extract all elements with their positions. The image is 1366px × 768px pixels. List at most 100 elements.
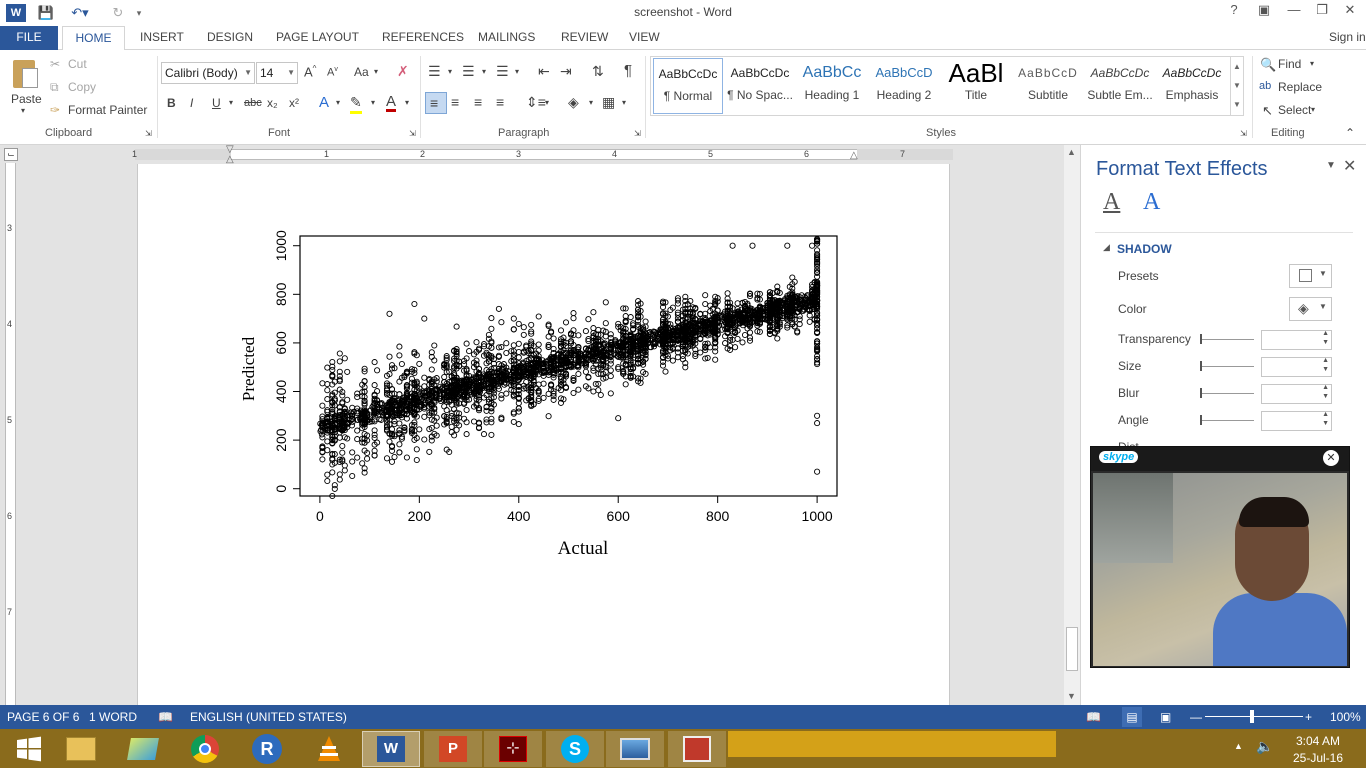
style-emphasis[interactable]: AaBbCcDc Emphasis [1162,66,1222,102]
underline-dropdown-icon[interactable]: ▾ [229,98,234,107]
scroll-up-icon[interactable]: ▲ [1067,147,1076,157]
angle-slider[interactable] [1200,415,1254,425]
grow-font-icon[interactable]: A^ [304,64,317,80]
highlight-icon[interactable]: ✎ [350,94,362,114]
angle-spinner[interactable]: ▲ ▼ [1261,411,1332,431]
tab-references[interactable]: REFERENCES [382,30,465,44]
language-indicator[interactable]: ENGLISH (UNITED STATES) [190,710,347,724]
sort-icon[interactable]: ⇅ [592,63,604,79]
print-layout-icon[interactable]: ▤ [1122,707,1142,727]
left-indent-marker[interactable]: △ [226,154,234,165]
folder-icon[interactable] [114,731,172,767]
clear-formatting-icon[interactable]: ✗ [397,63,409,79]
tab-design[interactable]: DESIGN [207,30,254,44]
word-count[interactable]: 1 WORD [89,710,137,724]
scroll-down-icon[interactable]: ▼ [1067,691,1076,701]
numbering-icon[interactable]: ☰ [462,63,475,79]
font-launcher-icon[interactable]: ⇲ [409,129,416,138]
change-case-button[interactable]: Aa [354,65,369,79]
tab-review[interactable]: REVIEW [561,30,609,44]
find-button[interactable]: Find [1278,57,1302,71]
paste-button[interactable]: Paste [11,92,42,106]
style-title[interactable]: AaBl Title [948,58,1004,102]
decrease-indent-icon[interactable]: ⇤ [538,63,550,79]
styles-launcher-icon[interactable]: ⇲ [1240,129,1247,138]
photos-icon[interactable] [606,731,664,767]
r-icon[interactable]: R [238,731,296,767]
select-dropdown-icon[interactable]: ▾ [1311,105,1316,114]
styles-scroll[interactable]: ▲ ▼ ▼ [1230,57,1243,115]
text-effects-icon[interactable]: A [319,94,330,111]
shading-icon[interactable]: ◈ [568,94,579,110]
skype-video-window[interactable]: skype ✕ [1090,446,1350,668]
transparency-slider[interactable] [1200,334,1254,344]
tab-insert[interactable]: INSERT [140,30,184,44]
chrome-icon[interactable] [176,731,234,767]
skype-taskbar-icon[interactable]: S [546,731,604,767]
color-dropdown[interactable]: ◈ ▼ [1289,297,1332,321]
zoom-out-icon[interactable]: — [1190,710,1202,724]
bullets-icon[interactable]: ☰ [428,63,441,79]
help-button[interactable]: ? [1230,2,1238,17]
find-dropdown-icon[interactable]: ▾ [1310,59,1315,68]
tab-file[interactable]: FILE [0,26,58,50]
redo-icon[interactable]: ↻ [112,5,124,20]
paste-dropdown-icon[interactable]: ▾ [21,106,26,115]
scroll-thumb[interactable] [1066,627,1078,671]
presets-dropdown[interactable]: ▼ [1289,264,1332,288]
font-color-icon[interactable]: A [386,93,397,112]
size-slider[interactable] [1200,361,1254,371]
proofing-icon[interactable]: 📖 [158,710,173,724]
restore-button[interactable]: ❐ [1316,2,1328,17]
multilevel-list-dropdown-icon[interactable]: ▾ [515,67,520,76]
tab-selector-icon[interactable]: ⌙ [4,148,18,161]
font-color-dropdown-icon[interactable]: ▾ [405,98,410,107]
paste-icon[interactable] [10,56,40,92]
word-taskbar-icon[interactable]: W [362,731,420,767]
numbering-dropdown-icon[interactable]: ▾ [482,67,487,76]
size-spinner[interactable]: ▲ ▼ [1261,357,1332,377]
first-line-indent-marker[interactable]: ▽ [226,144,234,155]
justify-icon[interactable]: ≡ [496,94,505,110]
font-family-select[interactable]: Calibri (Body) ▼ [161,62,255,84]
strikethrough-button[interactable]: abc [244,97,262,109]
style-heading-2[interactable]: AaBbCcD Heading 2 [875,65,933,102]
paragraph-launcher-icon[interactable]: ⇲ [634,129,641,138]
collapse-ribbon-icon[interactable]: ⌃ [1345,126,1356,140]
blur-slider[interactable] [1200,388,1254,398]
borders-icon[interactable]: ▦ [602,94,616,110]
change-case-dropdown-icon[interactable]: ▾ [374,67,379,76]
document-page[interactable]: 0 200 400 600 800 1000 0 200 400 600 800 1000 Actu… [137,164,950,705]
text-fill-outline-icon[interactable]: A [1103,189,1121,215]
pane-options-icon[interactable]: ▼ [1326,160,1336,171]
shading-dropdown-icon[interactable]: ▾ [589,98,594,107]
sign-in-link[interactable]: Sign in [1329,30,1366,44]
style-normal[interactable]: AaBbCcDc ¶ Normal [653,58,723,114]
text-effects-tab-icon[interactable]: A [1143,189,1161,215]
tab-page-layout[interactable]: PAGE LAYOUT [276,30,359,44]
multilevel-list-icon[interactable]: ☰ [496,63,509,79]
close-button[interactable]: ✕ [1344,2,1356,17]
align-center-icon[interactable]: ≡ [451,94,460,110]
vertical-scrollbar[interactable]: ▲ ▼ [1064,145,1080,705]
text-effects-dropdown-icon[interactable]: ▾ [336,98,341,107]
zoom-level[interactable]: 100% [1330,710,1361,724]
style-no-spacing[interactable]: AaBbCcDc ¶ No Spac... [727,66,793,102]
italic-button[interactable]: I [190,96,194,110]
increase-indent-icon[interactable]: ⇥ [560,63,572,79]
collapse-section-icon[interactable]: ◢ [1103,242,1110,252]
right-indent-marker[interactable]: △ [850,150,858,161]
highlight-dropdown-icon[interactable]: ▾ [371,98,376,107]
start-button[interactable] [0,731,58,767]
volume-icon[interactable]: 🔈 [1256,738,1274,754]
powerpoint-icon[interactable]: P [424,731,482,767]
shadow-section-header[interactable]: SHADOW [1117,242,1172,256]
line-spacing-icon[interactable]: ⇕≡ [526,94,546,110]
style-subtitle[interactable]: AaBbCcD Subtitle [1018,66,1078,102]
cut-button[interactable]: Cut [68,57,87,71]
blur-spinner[interactable]: ▲ ▼ [1261,384,1332,404]
show-formatting-icon[interactable]: ¶ [624,62,633,79]
select-button[interactable]: Select [1278,103,1312,117]
line-spacing-dropdown-icon[interactable]: ▾ [545,98,550,107]
clock-date[interactable]: 25-Jul-16 [1293,751,1344,765]
